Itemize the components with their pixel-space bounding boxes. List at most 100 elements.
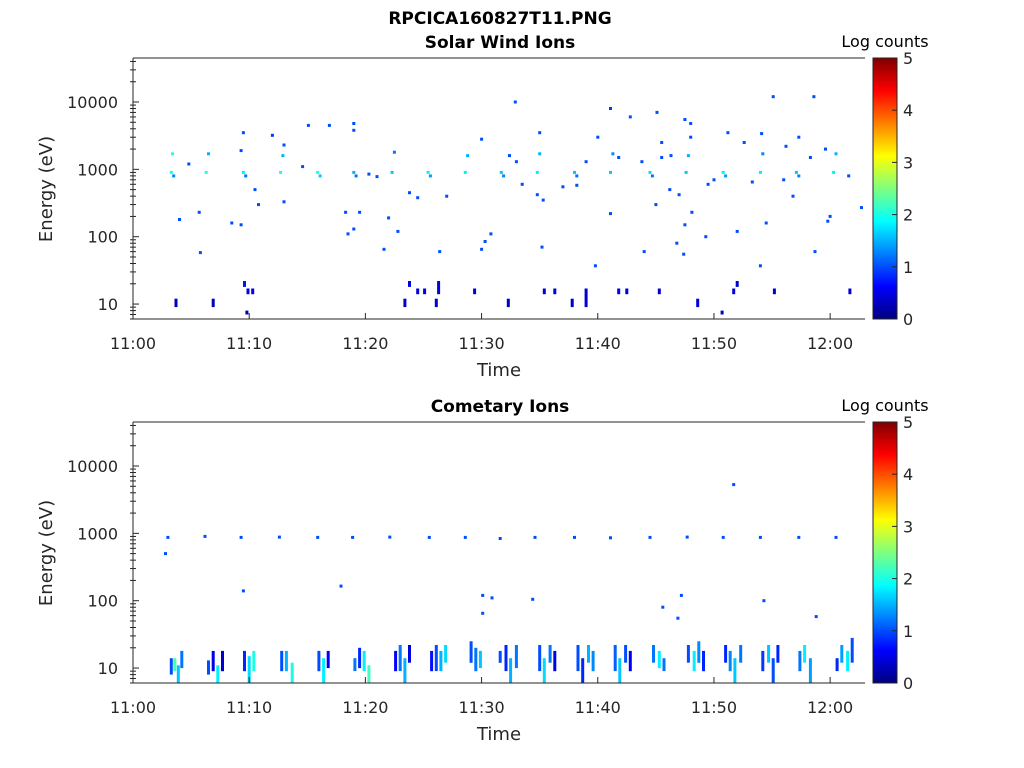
data-point: [520, 182, 524, 186]
data-bar: [506, 298, 510, 308]
data-bar: [652, 645, 655, 663]
data-point: [660, 141, 664, 144]
data-point: [490, 596, 494, 600]
data-bar: [657, 650, 661, 669]
data-point: [358, 210, 362, 214]
data-bar: [696, 298, 700, 308]
data-bar: [474, 647, 478, 672]
colorbar-tick-label: 5: [903, 49, 913, 68]
data-bar: [247, 656, 251, 683]
data-point: [282, 200, 286, 204]
panel-cometary: Cometary Ions 11:00 11:10 11:20 11:30 11:40 1…: [36, 396, 929, 745]
data-point: [513, 100, 517, 104]
y-tick-label: 10000: [67, 93, 118, 112]
data-point: [834, 535, 838, 539]
data-bar: [702, 650, 705, 672]
data-bar: [176, 665, 180, 683]
data-bar: [243, 650, 246, 672]
data-point: [860, 206, 863, 210]
data-point: [318, 174, 322, 178]
data-bar: [353, 658, 357, 672]
data-point: [281, 154, 285, 158]
data-bar: [848, 288, 852, 295]
colorbar-label: Log counts: [841, 32, 928, 51]
data-point: [660, 156, 664, 159]
x-ticks: 11:00 11:10 11:20 11:30 11:40 11:50 12:00: [110, 313, 853, 353]
data-point: [760, 132, 764, 136]
data-bar: [581, 658, 585, 683]
figure-title: RPCICA160827T11.PNG: [388, 9, 611, 29]
data-point: [375, 175, 379, 179]
data-bar: [317, 650, 321, 672]
data-bar: [504, 645, 508, 672]
data-point: [742, 141, 746, 144]
data-bar: [625, 288, 629, 295]
data-point: [463, 170, 467, 174]
data-bar: [403, 298, 407, 308]
data-bar: [211, 298, 215, 308]
data-point: [172, 174, 176, 178]
data-point: [826, 219, 830, 223]
colorbar-tick-label: 0: [903, 674, 913, 693]
data-point: [735, 229, 739, 233]
data-point: [253, 188, 257, 192]
y-tick-label: 100: [87, 592, 118, 611]
colorbar-tick-label: 2: [903, 570, 913, 589]
x-axis-label: Time: [476, 724, 521, 745]
data-point: [277, 535, 281, 539]
panel-title: Solar Wind Ions: [425, 33, 576, 53]
data-point: [230, 221, 234, 225]
data-point: [354, 174, 358, 178]
data-bar: [174, 298, 178, 308]
data-point: [540, 245, 544, 249]
data-point: [533, 535, 537, 539]
data-point: [758, 535, 762, 539]
data-point: [427, 535, 431, 539]
y-tick-label: 1000: [77, 160, 118, 179]
data-point: [648, 535, 652, 539]
data-bar: [478, 650, 482, 669]
data-bar: [473, 288, 477, 295]
data-bar: [553, 288, 557, 295]
data-bar: [439, 650, 443, 672]
data-point: [207, 152, 210, 156]
data-bar: [367, 665, 371, 683]
data-point: [352, 128, 356, 132]
x-tick-label: 11:10: [226, 334, 272, 353]
data-point: [685, 535, 689, 539]
colorbar: [872, 421, 898, 684]
data-point: [316, 170, 320, 174]
data-point: [668, 188, 672, 192]
data-bar: [280, 650, 284, 672]
data-point: [241, 589, 245, 593]
data-point: [808, 156, 812, 159]
plot-area: [132, 421, 865, 684]
data-point: [239, 223, 243, 227]
x-tick-label: 11:00: [110, 334, 156, 353]
data-point: [764, 221, 768, 225]
colorbar-tick-label: 0: [903, 310, 913, 329]
data-bar: [243, 281, 246, 287]
data-point: [426, 170, 430, 174]
data-point: [655, 110, 659, 114]
data-point: [392, 150, 396, 154]
colorbar: [872, 57, 898, 320]
data-point: [306, 123, 310, 127]
y-ticks: 10 100 1000 10000: [67, 60, 139, 320]
data-bar: [251, 288, 255, 295]
data-point: [171, 152, 174, 156]
data-bar: [808, 658, 812, 683]
data-bar: [850, 637, 854, 663]
data-point: [396, 229, 400, 233]
data-point: [466, 154, 470, 158]
data-point: [609, 170, 612, 174]
colorbar-label: Log counts: [841, 396, 928, 415]
data-point: [828, 214, 832, 218]
data-point: [270, 133, 274, 137]
data-point: [481, 593, 485, 597]
data-point: [480, 247, 484, 251]
data-point: [498, 537, 502, 540]
data-point: [351, 535, 355, 539]
y-tick-label: 10: [98, 295, 118, 314]
data-point: [344, 210, 348, 214]
